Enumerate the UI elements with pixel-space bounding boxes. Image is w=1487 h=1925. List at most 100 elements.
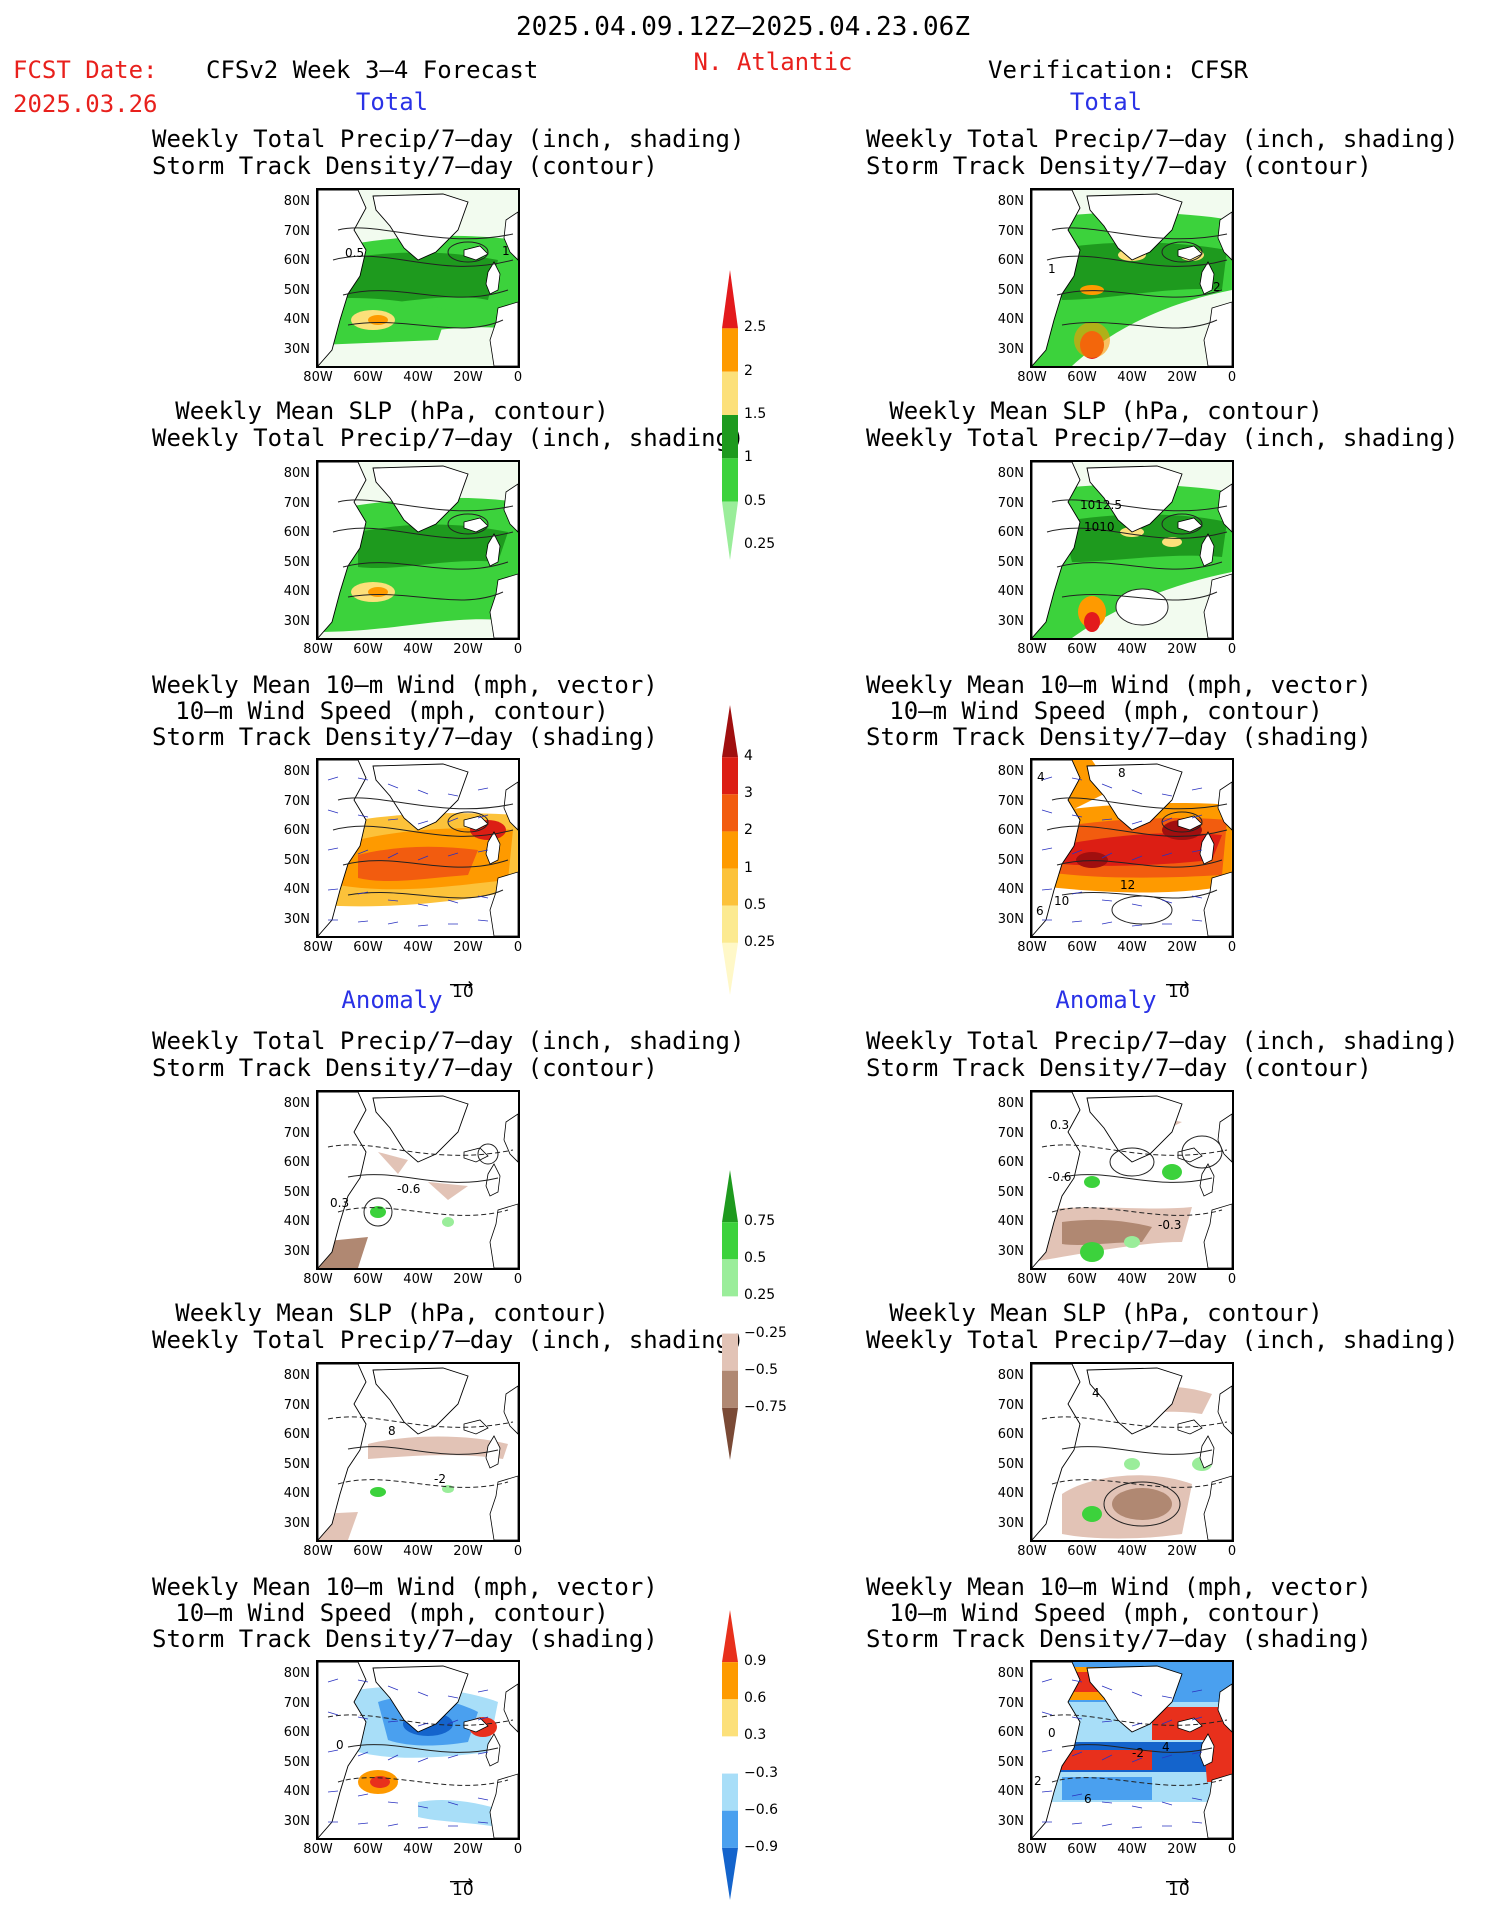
lat-tick-label: 50N xyxy=(283,1184,310,1200)
lon-tick-label: 40W xyxy=(403,1544,433,1559)
colorbar-label: −0.6 xyxy=(744,1801,778,1818)
lon-tick-label: 60W xyxy=(1067,1544,1097,1559)
lon-tick-label: 0 xyxy=(1227,1272,1237,1287)
lon-tick-label: 80W xyxy=(1017,1544,1047,1559)
colorbar-swatch xyxy=(722,1170,738,1223)
colorbar-swatch xyxy=(722,757,738,795)
lon-tick-label: 60W xyxy=(353,1272,383,1287)
colorbar-svg xyxy=(722,1610,738,1900)
lon-tick-label: 60W xyxy=(353,370,383,385)
colorbar-label: −0.5 xyxy=(744,1361,778,1378)
lon-tick-label: 20W xyxy=(453,370,483,385)
panel-title-line: Weekly Mean SLP (hPa, contour) xyxy=(889,1299,1323,1327)
colorbar-swatch xyxy=(722,942,738,995)
section-anomaly-left: Anomaly xyxy=(341,986,443,1014)
lon-tick-label: 40W xyxy=(1117,370,1147,385)
lat-tick-label: 50N xyxy=(283,1456,310,1472)
panel-title-line: Weekly Mean SLP (hPa, contour) xyxy=(889,397,1323,425)
lat-tick-label: 70N xyxy=(997,793,1024,809)
lon-tick-label: 40W xyxy=(1117,642,1147,657)
lon-tick-label: 0 xyxy=(1227,642,1237,657)
lat-tick-label: 60N xyxy=(997,1427,1024,1442)
colorbar-swatch xyxy=(722,371,738,415)
colorbar-swatch xyxy=(722,270,738,329)
lat-tick-label: 70N xyxy=(997,1397,1024,1413)
lon-tick-label: 20W xyxy=(1167,1272,1197,1287)
vector-ref-label: 10 xyxy=(452,1880,474,1900)
colorbar-swatch xyxy=(722,1370,738,1408)
lon-tick-label: 80W xyxy=(303,642,333,657)
map xyxy=(1030,1362,1234,1542)
colorbar-label: −0.25 xyxy=(744,1324,787,1341)
lon-tick-label: 40W xyxy=(1117,940,1147,955)
lat-tick-label: 40N xyxy=(997,1486,1024,1501)
map xyxy=(316,1090,520,1270)
lat-tick-label: 80N xyxy=(283,764,310,779)
lat-tick-label: 60N xyxy=(997,1725,1024,1740)
panel-title-line: Weekly Mean 10–m Wind (mph, vector) xyxy=(866,1573,1372,1601)
lon-tick-label: 0 xyxy=(513,1842,523,1857)
lon-tick-label: 40W xyxy=(403,940,433,955)
colorbar-label: −0.75 xyxy=(744,1398,787,1415)
contour-label: 8 xyxy=(388,1424,396,1438)
lat-tick-label: 60N xyxy=(997,823,1024,838)
lat-tick-label: 50N xyxy=(997,282,1024,298)
colorbar-precip-anomaly: 0.75 0.5 0.25 −0.25 −0.5 −0.75 xyxy=(720,1170,810,1460)
lat-tick-label: 40N xyxy=(997,312,1024,327)
region-title: N. Atlantic xyxy=(693,48,853,76)
colorbar-svg xyxy=(722,705,738,995)
lon-tick-label: 0 xyxy=(1227,1842,1237,1857)
contour-label: 10 xyxy=(1054,894,1070,908)
panel-title-line: Storm Track Density/7–day (contour) xyxy=(152,1054,658,1082)
lon-tick-label: 0 xyxy=(513,1544,523,1559)
lon-tick-label: 80W xyxy=(303,1842,333,1857)
panel-title-line: Weekly Total Precip/7–day (inch, shading… xyxy=(866,424,1459,452)
contour-label: -2 xyxy=(1132,1746,1144,1760)
map xyxy=(316,1660,520,1840)
lon-tick-label: 0 xyxy=(1227,370,1237,385)
model-title: CFSv2 Week 3–4 Forecast xyxy=(206,56,539,84)
lat-tick-label: 30N xyxy=(997,1813,1024,1829)
panel-title-line: Storm Track Density/7–day (contour) xyxy=(866,1054,1372,1082)
lon-tick-label: 40W xyxy=(1117,1842,1147,1857)
date-range-title: 2025.04.09.12Z–2025.04.23.06Z xyxy=(516,12,970,42)
lat-tick-label: 60N xyxy=(283,1155,310,1170)
panel-title-line: Weekly Mean 10–m Wind (mph, vector) xyxy=(152,671,658,699)
section-anomaly-right: Anomaly xyxy=(1055,986,1157,1014)
lon-tick-label: 20W xyxy=(453,1842,483,1857)
colorbar-swatch xyxy=(722,868,738,906)
lon-tick-label: 80W xyxy=(1017,642,1047,657)
section-total-left: Total xyxy=(355,88,429,116)
colorbar-label: 2.5 xyxy=(744,319,767,336)
lon-tick-label: 60W xyxy=(353,940,383,955)
lat-tick-label: 60N xyxy=(283,253,310,268)
lon-tick-label: 80W xyxy=(1017,1842,1047,1857)
lat-tick-label: 70N xyxy=(283,1397,310,1413)
lat-tick-label: 70N xyxy=(283,1695,310,1711)
lon-tick-label: 20W xyxy=(1167,1544,1197,1559)
lat-tick-label: 60N xyxy=(997,525,1024,540)
verification-title: Verification: CFSR xyxy=(988,56,1249,84)
lat-tick-label: 80N xyxy=(997,194,1024,209)
lat-tick-label: 50N xyxy=(283,554,310,570)
lat-tick-label: 40N xyxy=(283,312,310,327)
lon-tick-label: 60W xyxy=(1067,1842,1097,1857)
colorbar-swatch xyxy=(722,1736,738,1774)
lon-tick-label: 80W xyxy=(303,1544,333,1559)
contour-label: 1012.5 xyxy=(1080,498,1122,512)
lon-tick-label: 40W xyxy=(403,370,433,385)
map xyxy=(1030,758,1234,938)
colorbar-label: −0.9 xyxy=(744,1838,778,1855)
map xyxy=(1030,460,1234,640)
colorbar-swatch xyxy=(722,415,738,459)
colorbar-label: −0.3 xyxy=(744,1764,778,1781)
contour-label: 2 xyxy=(1213,280,1221,294)
lat-tick-label: 30N xyxy=(283,911,310,927)
lon-tick-label: 80W xyxy=(303,370,333,385)
colorbar-label: 1.5 xyxy=(744,406,767,422)
panel-title-line: Weekly Total Precip/7–day (inch, shading… xyxy=(152,125,745,153)
panel-title-line: Storm Track Density/7–day (contour) xyxy=(152,152,658,180)
colorbar-swatch xyxy=(722,1810,738,1848)
colorbar-swatch xyxy=(722,1407,738,1460)
colorbar-swatch xyxy=(722,794,738,832)
